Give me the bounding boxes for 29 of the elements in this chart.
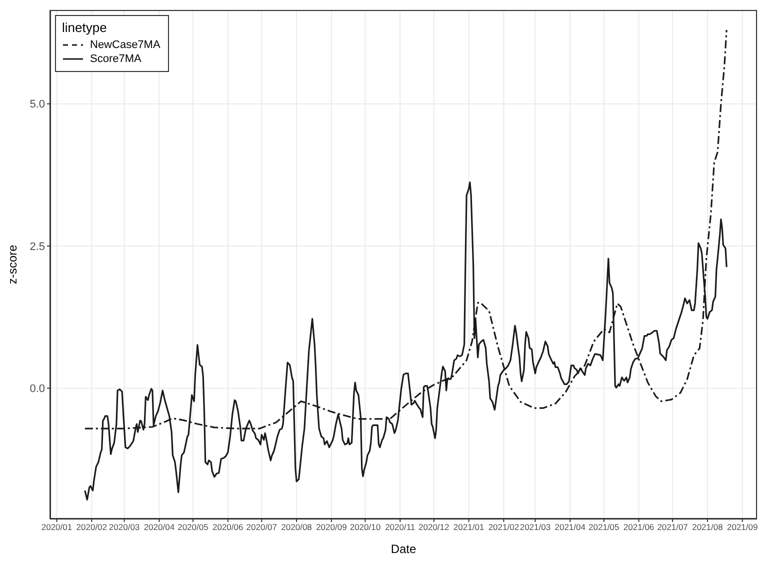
x-tick-label: 2020/03 [108, 522, 140, 532]
x-tick-label: 2020/11 [385, 522, 416, 532]
x-axis-title: Date [390, 542, 416, 556]
x-tick-label: 2020/01 [41, 522, 72, 532]
y-tick-label: 5.0 [30, 98, 45, 111]
legend-label: NewCase7MA [90, 39, 160, 51]
x-tick-label: 2021/02 [488, 522, 520, 532]
x-tick-label: 2021/03 [520, 522, 551, 532]
x-tick-label: 2021/09 [726, 522, 758, 532]
x-tick-label: 2020/09 [316, 522, 348, 532]
y-tick-label: 0.0 [30, 383, 45, 396]
x-tick-label: 2021/08 [692, 522, 724, 532]
legend-label: Score7MA [90, 53, 142, 65]
x-tick-label: 2020/04 [144, 522, 175, 532]
x-tick-label: 2020/07 [246, 522, 278, 532]
legend-title: linetype [62, 20, 108, 35]
x-tick-label: 2020/06 [212, 522, 244, 532]
x-tick-label: 2020/10 [350, 522, 381, 532]
x-tick-label: 2021/01 [453, 522, 484, 532]
x-tick-label: 2020/08 [281, 522, 312, 532]
x-tick-label: 2020/02 [76, 522, 108, 532]
x-tick-label: 2021/07 [657, 522, 688, 532]
x-tick-label: 2021/05 [588, 522, 620, 532]
x-tick-label: 2021/04 [554, 522, 586, 532]
y-tick-label: 2.5 [30, 240, 45, 253]
x-tick-label: 2020/12 [418, 522, 450, 532]
x-tick-label: 2020/05 [178, 522, 209, 532]
y-axis-title: z-score [5, 244, 20, 284]
x-tick-label: 2021/06 [623, 522, 654, 532]
